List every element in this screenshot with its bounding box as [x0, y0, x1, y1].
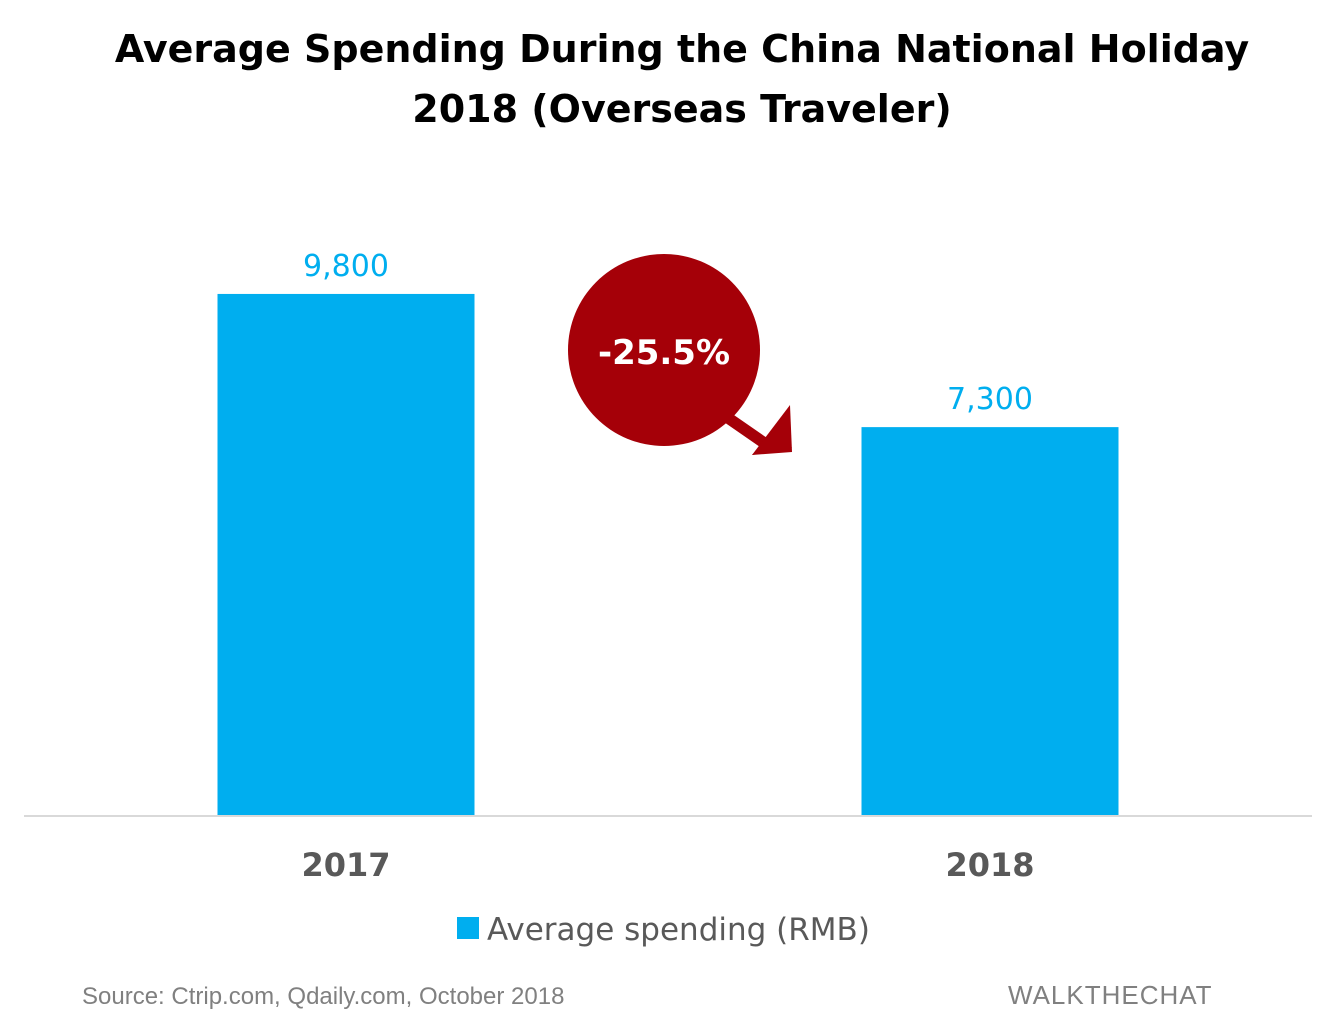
category-label-2018: 2018	[945, 846, 1034, 884]
legend-label: Average spending (RMB)	[487, 912, 870, 948]
chart-title-line-2: 2018 (Overseas Traveler)	[412, 87, 951, 131]
callout-percent-label: -25.5%	[598, 333, 730, 373]
legend-swatch	[457, 917, 479, 939]
category-label-2017: 2017	[301, 846, 390, 884]
chart-title-line-1: Average Spending During the China Nation…	[115, 27, 1250, 71]
value-label-2017: 9,800	[303, 249, 389, 284]
source-note: Source: Ctrip.com, Qdaily.com, October 2…	[82, 983, 564, 1010]
legend: Average spending (RMB)	[457, 912, 870, 948]
bars-group: 9,800 2017 7,300 2018	[217, 249, 1119, 884]
callout-circle	[568, 254, 760, 446]
bar-2017	[217, 293, 475, 816]
brand-logo-text: WALKTHECHAT	[1008, 980, 1213, 1010]
bar-2018	[861, 427, 1119, 816]
value-label-2018: 7,300	[947, 382, 1033, 417]
callout-arrow-head	[752, 405, 792, 455]
change-callout: -25.5%	[568, 254, 792, 455]
